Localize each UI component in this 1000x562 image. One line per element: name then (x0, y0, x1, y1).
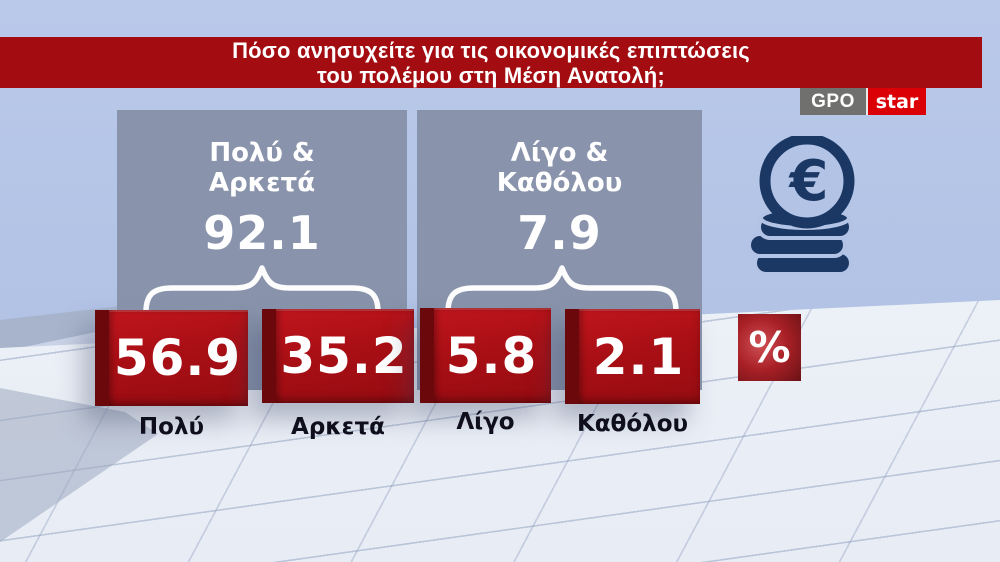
bar-little: 5.8 (420, 308, 551, 403)
group-label-line: Πολύ & (209, 138, 315, 168)
gpo-logo: GPO (800, 88, 866, 115)
bar-label-notatall: Καθόλου (576, 411, 689, 437)
group-label-line: Καθόλου (496, 168, 623, 198)
standing-euro-coin: € (759, 136, 855, 229)
bar-value: 2.1 (592, 327, 685, 386)
percent-sign: % (748, 323, 791, 372)
bar-enough: 35.2 (262, 309, 414, 403)
euro-coins-icon: € (747, 136, 855, 276)
bar-notatall: 2.1 (565, 309, 700, 404)
bar-label-enough: Αρκετά (291, 414, 385, 440)
question-line-2: του πολέμου στη Μέση Ανατολή; (317, 62, 665, 88)
star-logo: star (866, 88, 926, 115)
question-banner: Πόσο ανησυχείτε για τις οικονομικές επιπ… (0, 37, 982, 88)
bar-value: 56.9 (113, 329, 242, 387)
bar-value: 35.2 (280, 327, 408, 385)
euro-symbol: € (788, 149, 829, 214)
group-total-value: 92.1 (203, 206, 321, 260)
bar-value: 5.8 (445, 326, 538, 385)
bar-much: 56.9 (95, 310, 248, 406)
logo-row: GPO star (800, 88, 926, 115)
question-line-1: Πόσο ανησυχείτε για τις οικονομικές επιπ… (232, 37, 750, 63)
percent-badge: % (738, 314, 801, 381)
group-label-line: Αρκετά (208, 168, 316, 198)
group-label-line: Λίγο & (510, 138, 609, 168)
bar-label-much: Πολύ (138, 414, 205, 440)
group-total-value: 7.9 (517, 206, 602, 260)
bar-label-little: Λίγο (456, 409, 515, 435)
